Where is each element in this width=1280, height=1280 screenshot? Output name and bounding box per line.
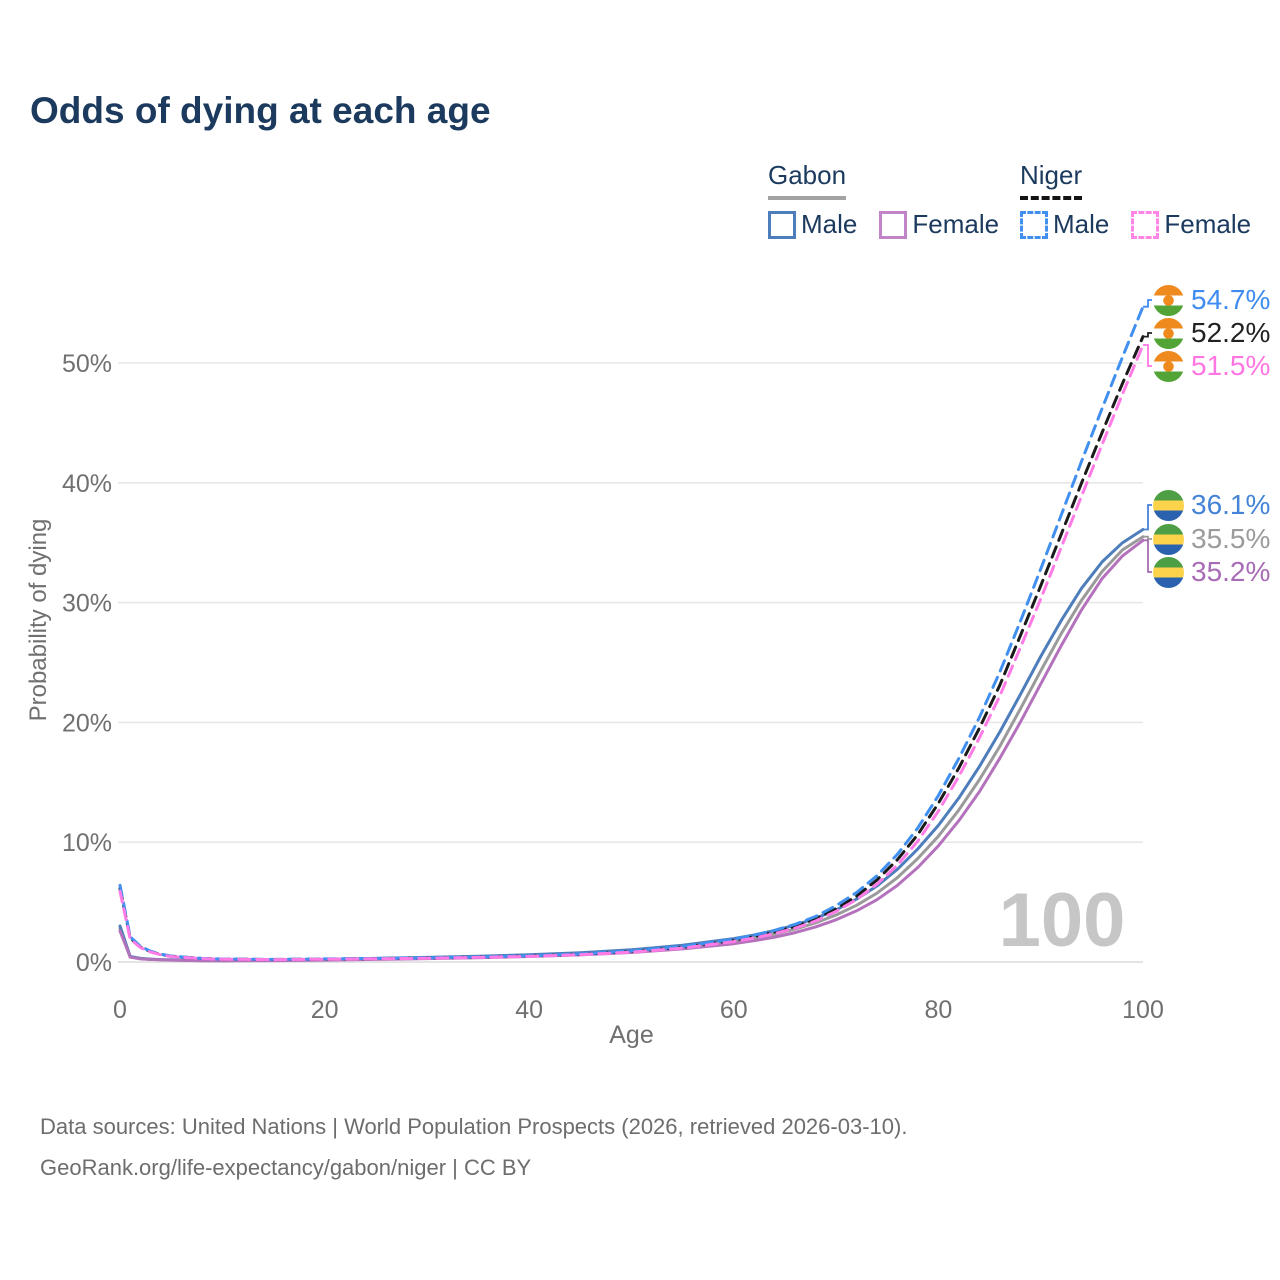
series-line-niger_male[interactable] [118,305,1145,961]
legend-group-niger: Niger Male Female [1020,160,1251,240]
y-tick-label: 0% [76,949,112,977]
label-connector [1143,535,1152,540]
x-tick-label: 60 [720,996,748,1024]
legend-label: Female [1164,209,1252,239]
x-tick-label: 40 [515,996,543,1024]
footer: Data sources: United Nations | World Pop… [40,1106,907,1188]
legend-item-gabon-female[interactable]: Female [879,209,999,240]
niger-flag-icon [1153,317,1184,349]
gabon-male-swatch-icon [768,210,796,239]
y-tick-label: 40% [62,470,112,498]
niger-male-swatch-icon [1020,210,1048,239]
legend-label: Male [1053,209,1110,239]
attribution-line[interactable]: GeoRank.org/life-expectancy/gabon/niger … [40,1155,532,1180]
series-line-gabon_male[interactable] [118,528,1145,963]
legend-country-gabon[interactable]: Gabon [768,160,847,200]
legend-label: Male [801,209,858,239]
label-connector [1143,539,1152,573]
end-label-niger-both[interactable]: 52.2% [1153,316,1270,350]
legend-country-niger[interactable]: Niger [1020,160,1083,200]
y-tick-label: 50% [62,350,112,378]
x-tick-label: 0 [113,996,127,1024]
legend-item-niger-male[interactable]: Male [1020,209,1109,240]
end-label-value: 51.5% [1191,350,1271,381]
series-line-niger_female[interactable] [118,343,1145,962]
legend-group-gabon: Gabon Male Female [768,160,999,240]
end-label-value: 54.7% [1191,284,1271,315]
end-label-value: 52.2% [1191,317,1271,348]
gabon-flag-icon [1153,489,1184,521]
y-axis-title: Probability of dying [25,519,52,722]
watermark-age: 100 [999,878,1126,963]
page-title: Odds of dying at each age [30,90,491,131]
end-label-gabon-female[interactable]: 35.2% [1153,555,1270,589]
gabon-flag-icon [1153,523,1184,555]
y-tick-label: 30% [62,590,112,618]
end-label-gabon-male[interactable]: 36.1% [1153,488,1270,522]
x-tick-label: 100 [1122,996,1164,1024]
label-connector [1143,344,1152,367]
end-label-value: 36.1% [1191,489,1271,520]
series-line-niger_both[interactable] [118,335,1145,961]
niger-female-swatch-icon [1131,210,1160,239]
x-tick-label: 20 [311,996,339,1024]
x-axis-title: Age [609,1021,653,1049]
gabon-flag-icon [1153,556,1184,588]
y-tick-label: 20% [62,709,112,737]
data-sources-line: Data sources: United Nations | World Pop… [40,1114,908,1139]
end-label-niger-female[interactable]: 51.5% [1153,349,1270,383]
end-label-value: 35.5% [1191,523,1271,554]
niger-flag-icon [1153,350,1184,382]
end-label-niger-male[interactable]: 54.7% [1153,283,1270,317]
label-connector [1143,504,1152,531]
end-label-gabon-both[interactable]: 35.5% [1153,522,1270,556]
legend-label: Female [912,209,1000,239]
label-connector [1143,332,1152,338]
legend-item-gabon-male[interactable]: Male [768,209,857,240]
y-tick-label: 10% [62,829,112,857]
label-connector [1143,299,1152,308]
legend-item-niger-female[interactable]: Female [1131,209,1251,240]
niger-flag-icon [1153,284,1184,316]
x-tick-label: 80 [924,996,952,1024]
gabon-female-swatch-icon [879,210,908,239]
series-line-gabon_female[interactable] [118,538,1145,963]
end-label-value: 35.2% [1191,556,1271,587]
